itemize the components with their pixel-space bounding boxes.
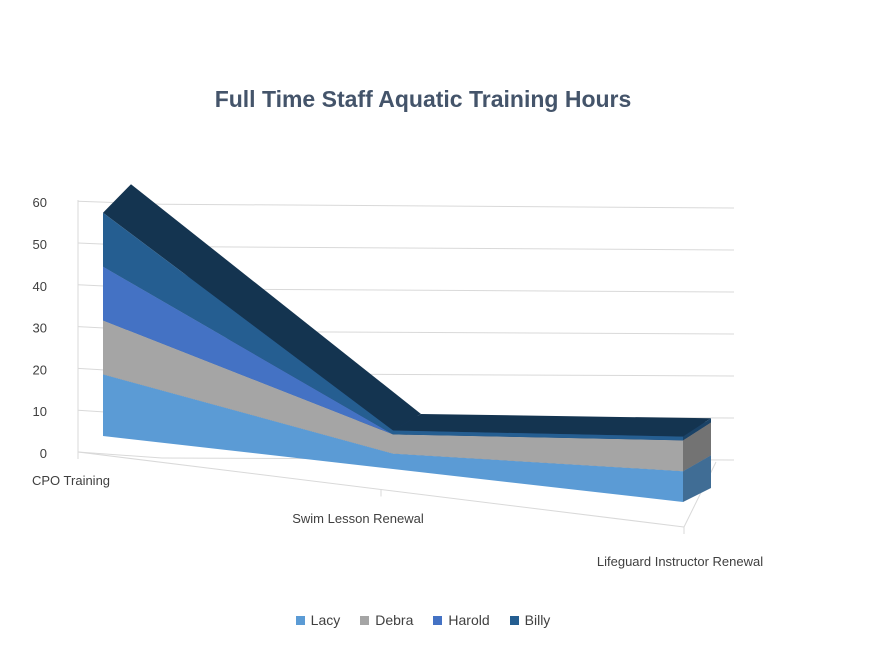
- area-top-surface: [393, 414, 711, 437]
- legend-label: Debra: [375, 612, 414, 628]
- legend-item: Billy: [509, 612, 551, 628]
- area-front-face: [103, 374, 683, 502]
- legend-swatch: [360, 615, 370, 625]
- legend-label: Billy: [524, 612, 551, 628]
- legend: Lacy Debra Harold Billy: [0, 612, 846, 628]
- legend-swatch: [433, 615, 443, 625]
- area-end-cap: [683, 422, 711, 472]
- y-tick-label: 0: [40, 446, 47, 461]
- y-tick-label: 40: [33, 279, 47, 294]
- x-tick-label: Swim Lesson Renewal: [292, 511, 424, 526]
- legend-label: Lacy: [310, 612, 341, 628]
- chart-title: Full Time Staff Aquatic Training Hours: [214, 86, 632, 112]
- area-front-face: [103, 266, 683, 441]
- axis-labels: 0 10 20 30 40 50 60 CPO Training Swim Lesson Ren…: [32, 195, 763, 569]
- legend-label: Harold: [448, 612, 490, 628]
- x-tick-label: Lifeguard Instructor Renewal: [597, 554, 763, 569]
- y-tick-label: 50: [33, 237, 47, 252]
- area-series: [103, 184, 711, 502]
- gridline: [161, 246, 735, 251]
- y-tick-label: 20: [33, 362, 47, 377]
- y-tick-label: 10: [33, 404, 47, 419]
- area-end-cap: [683, 455, 711, 502]
- series-billy: [103, 184, 711, 441]
- legend-item: Lacy: [295, 612, 341, 628]
- legend-item: Debra: [360, 612, 413, 628]
- y-tick-label: 60: [33, 195, 47, 210]
- area-top-surface: [103, 184, 421, 431]
- x-tick-label: CPO Training: [32, 473, 110, 488]
- gridline: [161, 203, 735, 209]
- area-front-face: [103, 320, 683, 472]
- legend-swatch: [295, 615, 305, 625]
- legend-item: Harold: [433, 612, 490, 628]
- legend-swatch: [509, 615, 519, 625]
- area-front-face: [103, 212, 683, 441]
- y-tick-label: 30: [33, 321, 47, 336]
- area-end-cap: [683, 418, 711, 441]
- gridline: [77, 451, 163, 459]
